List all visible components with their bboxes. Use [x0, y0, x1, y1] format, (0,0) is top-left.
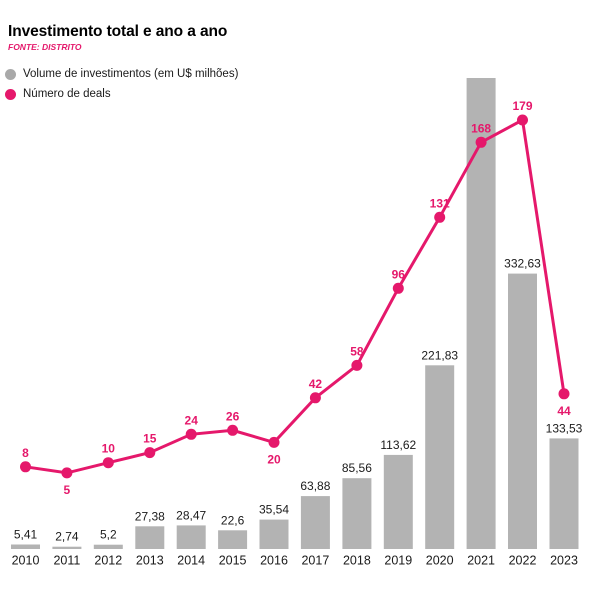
bar-value-label-2019: 113,62: [380, 438, 416, 452]
legend-label-volume: Volume de investimentos (em U$ milhões): [23, 68, 239, 80]
year-label-2020: 2020: [426, 554, 454, 568]
year-label-2012: 2012: [94, 554, 122, 568]
volume-legend-dot-icon: [5, 68, 16, 80]
deal-point-2021: [475, 136, 487, 148]
deal-value-label-2019: 96: [392, 267, 406, 281]
bar-2020: [425, 365, 455, 549]
bar-value-label-2023: 133,53: [546, 421, 583, 435]
deal-value-label-2017: 42: [309, 377, 323, 391]
deals-line-group: [25, 117, 566, 475]
deal-point-2016: [268, 436, 280, 448]
bars-group: [11, 78, 579, 549]
deal-point-2019: [392, 282, 404, 294]
deal-point-2018: [351, 359, 363, 371]
bar-value-label-2015: 22,6: [221, 513, 245, 527]
bar-value-label-2022: 332,63: [504, 257, 541, 271]
bar-value-label-2010: 5,41: [14, 528, 38, 542]
bar-2023: [549, 438, 579, 549]
deals-line: [25, 117, 566, 475]
year-label-2022: 2022: [509, 554, 537, 568]
deal-value-label-2021: 168: [471, 121, 491, 135]
legend-item-deals: Número de deals: [5, 88, 111, 100]
deal-point-2020: [434, 211, 446, 223]
deal-value-label-2016: 20: [267, 452, 281, 466]
chart-title: Investimento total e ano a ano: [8, 23, 228, 40]
bar-2015: [218, 530, 248, 549]
year-label-2013: 2013: [136, 554, 164, 568]
bar-value-label-2011: 2,74: [55, 530, 79, 544]
deal-point-2013: [144, 447, 156, 459]
bar-2013: [135, 526, 165, 549]
year-label-2014: 2014: [177, 554, 205, 568]
year-label-2018: 2018: [343, 554, 371, 568]
deal-point-2017: [309, 392, 321, 404]
bar-2011: [52, 546, 82, 549]
bar-2016: [259, 519, 289, 549]
bar-value-label-2018: 85,56: [342, 461, 372, 475]
deal-point-2012: [102, 457, 114, 469]
deal-point-2023: [558, 388, 570, 400]
bar-2017: [300, 496, 330, 549]
deal-point-2014: [185, 428, 197, 440]
deal-point-2022: [517, 114, 528, 126]
year-label-2023: 2023: [550, 554, 578, 568]
deal-value-label-2018: 58: [350, 344, 364, 358]
x-axis-labels-group: 2010 2011 2012 2013 2014 2015 2016 2017 2018 2019…: [12, 554, 578, 568]
bar-value-label-2017: 63,88: [300, 479, 330, 493]
year-label-2011: 2011: [53, 554, 80, 568]
bar-value-label-2014: 28,47: [176, 508, 206, 522]
bar-2012: [93, 544, 123, 549]
deal-value-label-2013: 15: [143, 432, 157, 446]
deal-value-label-2012: 10: [102, 442, 116, 456]
deal-value-label-2011: 5: [64, 483, 71, 497]
deal-value-label-2015: 26: [226, 409, 240, 423]
deals-legend-dot-icon: [5, 88, 16, 100]
year-label-2016: 2016: [260, 554, 288, 568]
deal-value-labels-group: 8 5 10 15 24 26 20 42 58 96 131 168 179 44: [22, 99, 571, 497]
bar-value-labels-group: 5,41 2,74 5,2 27,38 28,47 22,6 35,54 63,88 85,56…: [14, 257, 583, 544]
year-label-2021: 2021: [467, 554, 495, 568]
chart-source: FONTE: DISTRITO: [8, 42, 82, 52]
deal-value-label-2020: 131: [430, 196, 450, 210]
deal-value-label-2022: 179: [512, 99, 532, 113]
legend-label-deals: Número de deals: [23, 88, 111, 100]
bar-2010: [11, 544, 40, 549]
deals-points-group: [20, 114, 570, 479]
deal-value-label-2010: 8: [22, 446, 29, 460]
deal-value-label-2014: 24: [185, 413, 199, 427]
bar-2018: [342, 478, 372, 549]
bar-value-label-2012: 5,2: [100, 528, 117, 542]
deal-point-2011: [61, 467, 73, 479]
bar-2022: [508, 273, 537, 549]
deal-point-2010: [20, 461, 31, 473]
bar-value-label-2013: 27,38: [135, 509, 165, 523]
bar-value-label-2020: 221,83: [421, 348, 458, 362]
bar-2019: [383, 454, 413, 549]
bar-value-label-2016: 35,54: [259, 503, 289, 517]
legend-item-volume: Volume de investimentos (em U$ milhões): [5, 68, 238, 80]
bar-2021: [466, 78, 496, 549]
deal-value-label-2023: 44: [557, 404, 571, 418]
deal-point-2015: [227, 424, 239, 436]
year-label-2019: 2019: [384, 554, 412, 568]
year-label-2015: 2015: [219, 554, 247, 568]
year-label-2010: 2010: [12, 554, 40, 568]
bar-2014: [176, 525, 206, 549]
year-label-2017: 2017: [301, 554, 329, 568]
